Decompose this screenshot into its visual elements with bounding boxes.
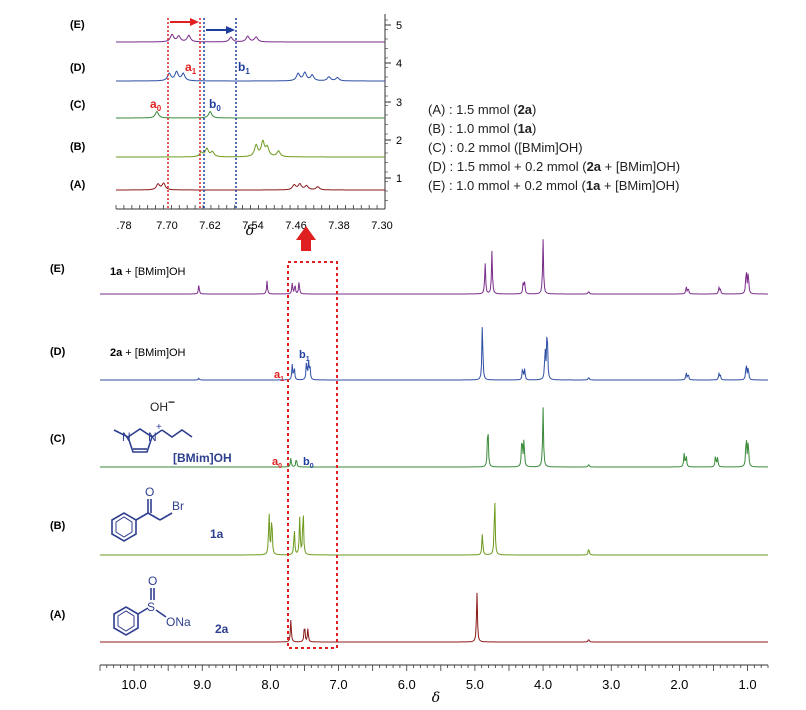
inset-annot-b0: b0 [209, 97, 221, 113]
main-trace-d [100, 327, 768, 381]
label-a-compound: 2a [215, 622, 229, 636]
main-x-tick-label: 5.0 [466, 677, 484, 692]
main-x-tick-label: 9.0 [193, 677, 211, 692]
inset-y-tick-label: 4 [396, 58, 402, 70]
main-trace-b [100, 502, 768, 556]
inset-y-tick-label: 3 [396, 97, 402, 109]
label-d-caption: 2a + [BMim]OH [110, 347, 186, 359]
inset-x-tick-label: 7.54 [242, 220, 263, 232]
conditions-legend: (A) : 1.5 mmol (2a) (B) : 1.0 mmol (1a) … [428, 100, 680, 195]
structure-2a: O S ONa [113, 574, 191, 636]
zoom-arrow-head [296, 226, 316, 240]
main-chart: 10.0 9.0 8.0 7.0 6.0 5.0 4.0 3.0 2.0 1.0 δ (A) (B)… [50, 239, 769, 706]
main-annot-b0: b0 [303, 456, 314, 470]
inset-trace-a [116, 182, 385, 191]
inset-trace-label-d: (D) [70, 62, 86, 74]
main-trace-label-e: (E) [50, 263, 65, 275]
svg-text:+: + [156, 422, 162, 433]
aromatic-region-box [287, 261, 338, 649]
inset-trace-e [116, 33, 385, 43]
inset-y-tick-label: 2 [396, 135, 402, 147]
inset-x-tick-label: 7.46 [285, 220, 306, 232]
main-trace-label-d: (D) [50, 346, 66, 358]
svg-text:N: N [122, 430, 131, 444]
main-trace-label-b: (B) [50, 520, 66, 532]
inset-x-tick-label: .78 [116, 220, 131, 232]
legend-item-c: (C) : 0.2 mmol ([BMim]OH) [428, 140, 583, 155]
inset-annot-a0: a0 [150, 97, 162, 113]
main-x-tick-label: 4.0 [534, 677, 552, 692]
inset-annot-a1: a1 [185, 60, 197, 76]
svg-text:ONa: ONa [166, 615, 191, 629]
inset-x-label: δ [246, 223, 254, 239]
svg-text:OH: OH [150, 400, 168, 414]
inset-y-tick-label: 1 [396, 173, 402, 185]
inset-x-tick-label: 7.30 [371, 220, 392, 232]
structure-1a: O Br [111, 485, 184, 542]
inset-trace-c [116, 111, 385, 119]
inset-trace-label-c: (C) [70, 99, 86, 111]
inset-trace-b [116, 139, 385, 158]
main-trace-a [100, 592, 768, 643]
main-x-tick-label: 1.0 [739, 677, 757, 692]
svg-text:S: S [147, 600, 155, 614]
zoom-arrow-shaft [301, 239, 311, 251]
legend-item-d: (D) : 1.5 mmol + 0.2 mmol (2a + [BMim]OH… [428, 159, 681, 174]
svg-text:O: O [145, 485, 154, 499]
structure-bmim-oh: OH − N N + [113, 395, 193, 453]
legend-item-a: (A) : 1.5 mmol (2a) [428, 102, 537, 117]
inset-trace-label-b: (B) [70, 141, 86, 153]
legend-item-e: (E) : 1.0 mmol + 0.2 mmol (1a + [BMim]OH… [428, 178, 680, 193]
blue-shift-arrow-head [226, 26, 235, 34]
main-x-tick-label: 6.0 [398, 677, 416, 692]
main-trace-c [100, 407, 768, 468]
svg-text:O: O [148, 574, 157, 588]
main-trace-e [100, 239, 768, 295]
main-annot-b1: b1 [299, 349, 310, 363]
inset-trace-label-a: (A) [70, 179, 86, 191]
svg-text:Br: Br [172, 499, 184, 513]
main-x-tick-label: 7.0 [330, 677, 348, 692]
label-e-caption: 1a + [BMim]OH [110, 266, 186, 278]
inset-trace-label-e: (E) [70, 19, 85, 31]
main-annot-a1: a1 [274, 369, 284, 383]
svg-text:−: − [168, 395, 175, 409]
main-trace-label-c: (C) [50, 433, 66, 445]
red-shift-arrow-head [190, 18, 199, 26]
main-annot-a0: a0 [272, 456, 282, 470]
inset-trace-d [116, 70, 385, 82]
main-x-tick-label: 8.0 [261, 677, 279, 692]
inset-annot-b1: b1 [238, 60, 250, 76]
main-x-label: δ [432, 690, 440, 706]
svg-text:N: N [148, 430, 157, 444]
label-c-name: [BMim]OH [173, 451, 232, 465]
inset-x-tick-label: 7.62 [199, 220, 220, 232]
main-trace-label-a: (A) [50, 609, 66, 621]
inset-x-tick-label: 7.38 [328, 220, 349, 232]
main-x-tick-label: 10.0 [121, 677, 146, 692]
legend-item-b: (B) : 1.0 mmol (1a) [428, 121, 537, 136]
inset-x-tick-label: 7.70 [156, 220, 177, 232]
main-x-tick-label: 2.0 [670, 677, 688, 692]
main-x-tick-label: 3.0 [602, 677, 620, 692]
inset-y-tick-label: 5 [396, 20, 402, 32]
label-b-compound: 1a [210, 527, 224, 541]
